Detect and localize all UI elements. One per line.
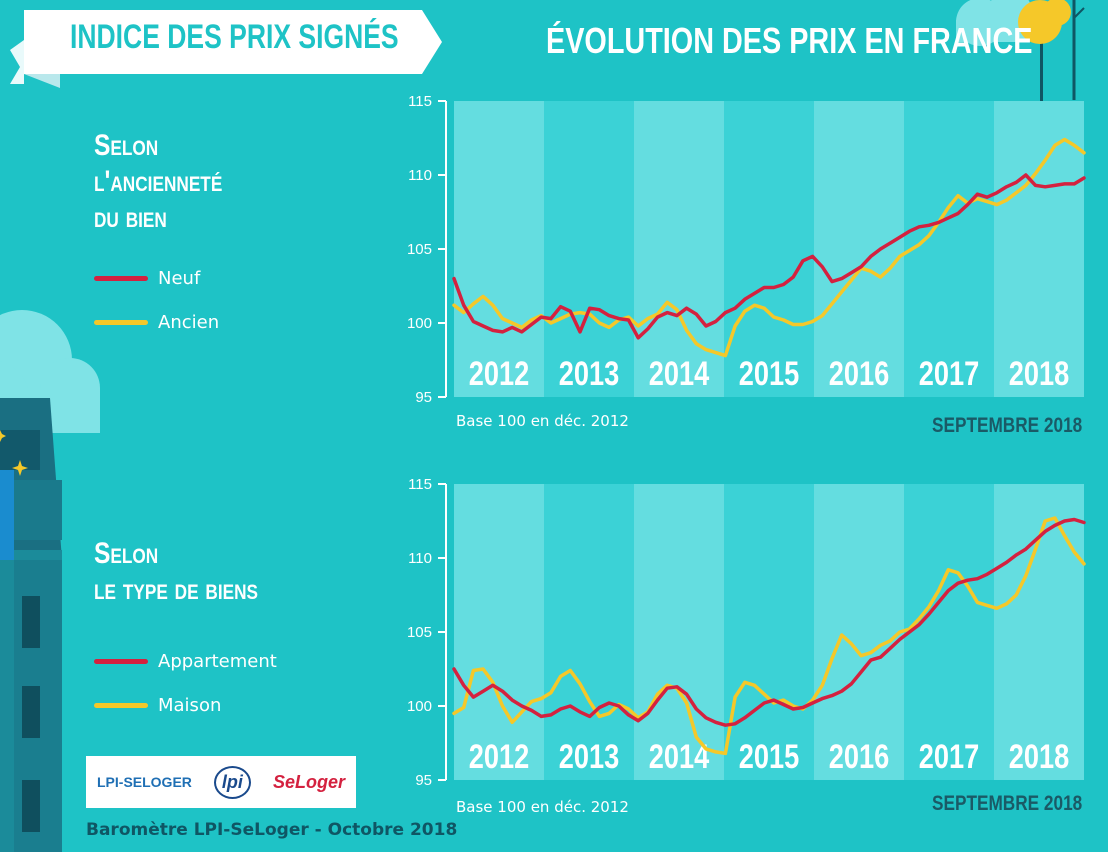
x-year-label-2013: 2013: [559, 737, 619, 776]
legend-swatch-yellow: [94, 702, 148, 708]
building-icon: [0, 398, 62, 852]
series-line-ancien: [452, 137, 1086, 358]
banner-ribbon: [10, 10, 442, 88]
base-note-chart2: Base 100 en déc. 2012: [456, 798, 629, 816]
y-tick-label: 100: [407, 698, 432, 715]
x-year-label-2012: 2012: [469, 737, 529, 776]
year-band-2012: [454, 101, 544, 397]
legend-swatch-yellow: [94, 319, 148, 325]
cloud-right-icon: [956, 0, 1032, 46]
legend-label: Maison: [158, 694, 222, 716]
x-year-label-2014: 2014: [649, 354, 709, 393]
main-title: ÉVOLUTION DES PRIX EN FRANCE: [546, 20, 1033, 61]
x-year-label-2015: 2015: [739, 737, 799, 776]
logos-panel: LPI-SELOGER lpi SeLoger: [86, 756, 356, 808]
year-band-2016: [814, 101, 904, 397]
year-band-2017: [904, 484, 994, 780]
year-band-2016: [814, 484, 904, 780]
logo-lpi: lpi: [213, 765, 251, 799]
logo-lpi-seloger: LPI-SELOGER: [97, 774, 192, 790]
legend-swatch-red: [94, 275, 148, 281]
year-band-2013: [544, 484, 634, 780]
banner-title: INDICE DES PRIX SIGNÉS: [70, 18, 399, 56]
section1-heading-line2: l'ancienneté: [94, 165, 223, 198]
y-tick-label: 110: [408, 550, 432, 567]
y-tick-label: 105: [407, 241, 432, 258]
year-band-2013: [544, 101, 634, 397]
date-label-chart1: SEPTEMBRE 2018: [931, 414, 1082, 437]
year-band-2018: [994, 101, 1084, 397]
x-year-label-2015: 2015: [739, 354, 799, 393]
x-year-label-2014: 2014: [649, 737, 709, 776]
section1-heading-line3: du bien: [94, 201, 167, 234]
legend-item-maison: Maison: [94, 693, 221, 717]
x-year-label-2013: 2013: [559, 354, 619, 393]
legend-swatch-red: [94, 658, 148, 664]
section1-heading-line1: Selon: [94, 129, 159, 162]
x-year-label-2016: 2016: [829, 737, 889, 776]
logo-seloger: SeLoger: [272, 771, 345, 792]
legend-item-neuf: Neuf: [94, 266, 200, 290]
x-year-label-2017: 2017: [919, 354, 979, 393]
section2-heading: Selon le type de biens: [94, 536, 258, 608]
year-band-2015: [724, 484, 814, 780]
legend-item-ancien: Ancien: [94, 310, 219, 334]
y-tick-label: 115: [408, 476, 432, 493]
year-band-2018: [994, 484, 1084, 780]
x-year-label-2017: 2017: [919, 737, 979, 776]
series-line-appartement: [452, 517, 1086, 727]
legend-label: Appartement: [158, 650, 277, 672]
x-year-label-2012: 2012: [469, 354, 529, 393]
year-band-2014: [634, 101, 724, 397]
footer-text: Baromètre LPI-SeLoger - Octobre 2018: [86, 820, 458, 840]
y-tick-label: 115: [408, 93, 432, 110]
legend-item-appartement: Appartement: [94, 649, 277, 673]
series-line-maison: [452, 516, 1086, 756]
section2-heading-line1: Selon: [94, 537, 159, 570]
series-line-neuf: [452, 173, 1086, 340]
y-tick-label: 100: [407, 315, 432, 332]
y-tick-label: 95: [415, 389, 432, 406]
year-band-2017: [904, 101, 994, 397]
x-year-label-2018: 2018: [1009, 737, 1069, 776]
x-year-label-2016: 2016: [829, 354, 889, 393]
year-band-2012: [454, 484, 544, 780]
legend-label: Ancien: [158, 311, 220, 333]
year-band-2015: [724, 101, 814, 397]
legend-label: Neuf: [158, 267, 201, 289]
date-label-chart2: SEPTEMBRE 2018: [931, 792, 1082, 815]
x-year-label-2018: 2018: [1009, 354, 1069, 393]
y-tick-label: 105: [407, 624, 432, 641]
tree-icon: [1018, 0, 1085, 104]
year-band-2014: [634, 484, 724, 780]
y-tick-label: 110: [408, 167, 432, 184]
section2-heading-line2: le type de biens: [94, 573, 259, 606]
section1-heading: Selon l'ancienneté du bien: [94, 128, 222, 236]
y-tick-label: 95: [415, 772, 432, 789]
base-note-chart1: Base 100 en déc. 2012: [456, 412, 629, 430]
